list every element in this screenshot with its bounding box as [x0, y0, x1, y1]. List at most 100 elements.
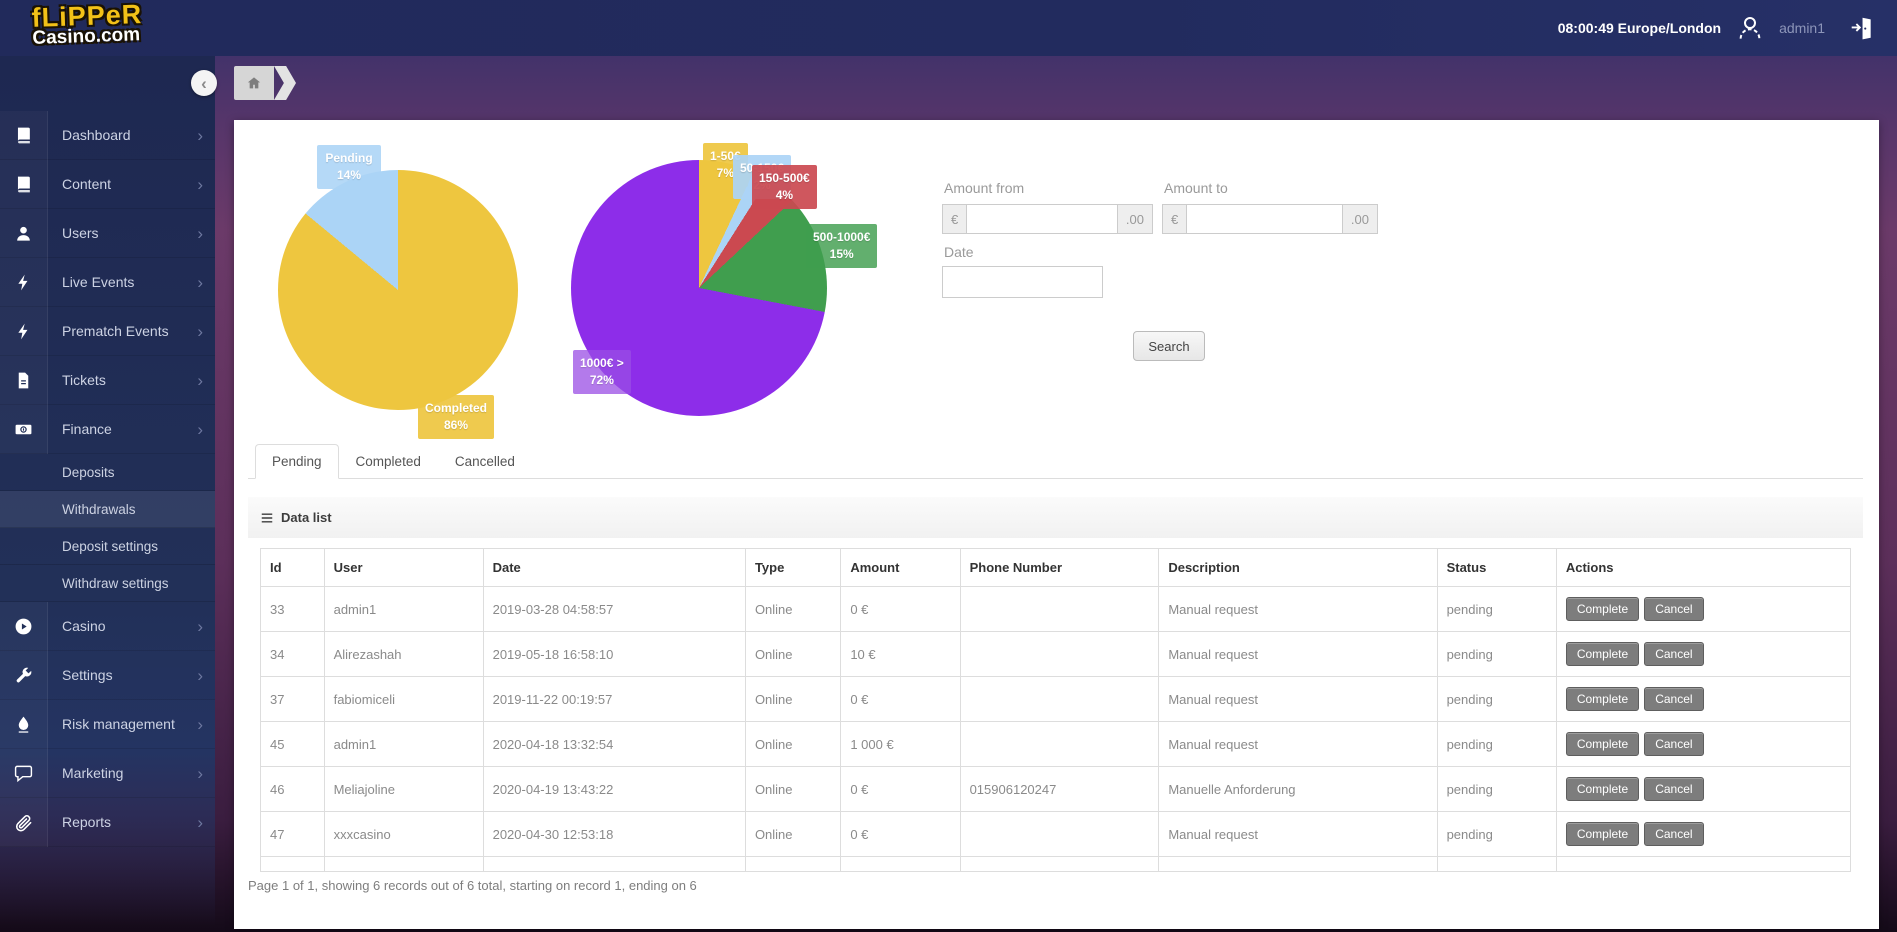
- table-cell: Online: [744, 631, 842, 677]
- breadcrumb[interactable]: [234, 66, 296, 100]
- sidebar-item-casino[interactable]: Casino ›: [0, 601, 215, 651]
- sidebar-item-marketing[interactable]: Marketing ›: [0, 748, 215, 798]
- chevron-right-icon: ›: [197, 174, 203, 194]
- sidebar-item-content[interactable]: Content ›: [0, 159, 215, 209]
- chevron-left-icon: ‹: [201, 73, 207, 93]
- complete-button[interactable]: Complete: [1565, 642, 1640, 666]
- table-cell: Online: [744, 766, 842, 812]
- sidebar-item-label: Dashboard: [62, 127, 131, 143]
- table-cell-empty: [260, 856, 325, 872]
- sidebar-subitem-withdraw-settings[interactable]: Withdraw settings: [0, 565, 215, 602]
- sidebar-item-label: Tickets: [62, 372, 106, 388]
- book-icon: [0, 159, 48, 209]
- status-tabs: Pending Completed Cancelled: [248, 442, 1863, 479]
- column-header-id: Id: [260, 548, 325, 587]
- table-cell: pending: [1436, 631, 1557, 677]
- cancel-button[interactable]: Cancel: [1644, 732, 1704, 756]
- sidebar-item-label: Content: [62, 176, 112, 192]
- amount-to-group: € .00: [1162, 204, 1378, 234]
- chevron-right-icon: ›: [197, 125, 203, 145]
- table-cell: 2019-05-18 16:58:10: [482, 631, 746, 677]
- table-cell-empty: [744, 856, 842, 872]
- table-cell-actions: Complete Cancel: [1555, 811, 1852, 857]
- sidebar-subitem-deposit-settings[interactable]: Deposit settings: [0, 528, 215, 565]
- cancel-button[interactable]: Cancel: [1644, 597, 1704, 621]
- complete-button[interactable]: Complete: [1565, 777, 1640, 801]
- table-cell: 015906120247: [959, 766, 1160, 812]
- complete-button[interactable]: Complete: [1565, 822, 1640, 846]
- pie2-label-500-1000: 500-1000€ 15%: [806, 224, 878, 268]
- table-cell-empty: [1555, 856, 1852, 872]
- amount-from-label: Amount from: [944, 180, 1025, 196]
- tab-completed[interactable]: Completed: [355, 454, 421, 469]
- sidebar-item-settings[interactable]: Settings ›: [0, 650, 215, 700]
- table-cell-actions: Complete Cancel: [1555, 586, 1852, 632]
- sidebar-item-prematch-events[interactable]: Prematch Events ›: [0, 306, 215, 356]
- complete-button[interactable]: Complete: [1565, 597, 1640, 621]
- casino-logo[interactable]: fLiPPeR Casino.com: [31, 0, 143, 49]
- cancel-button[interactable]: Cancel: [1644, 777, 1704, 801]
- paperclip-icon: [0, 797, 48, 847]
- table-cell: 2020-04-18 13:32:54: [482, 721, 746, 767]
- chevron-right-icon: ›: [197, 763, 203, 783]
- column-header-actions: Actions: [1555, 548, 1852, 587]
- table-cell-empty: [482, 856, 746, 872]
- decimal-suffix-addon: .00: [1117, 204, 1153, 234]
- table-cell: 10 €: [840, 631, 961, 677]
- sidebar-item-label: Casino: [62, 618, 106, 634]
- tab-pending[interactable]: Pending: [255, 444, 339, 479]
- complete-button[interactable]: Complete: [1565, 732, 1640, 756]
- bolt-icon: [0, 257, 48, 307]
- sidebar-item-finance[interactable]: Finance ›: [0, 404, 215, 454]
- table-cell: [959, 586, 1160, 632]
- sidebar-subitem-withdrawals[interactable]: Withdrawals: [0, 491, 215, 528]
- sidebar-collapse-button[interactable]: ‹: [191, 70, 217, 96]
- book-icon: [0, 110, 48, 160]
- sidebar-nav: Dashboard › Content › Users › Live Events › Prem…: [0, 56, 215, 926]
- sidebar-item-reports[interactable]: Reports ›: [0, 797, 215, 847]
- amount-from-input[interactable]: [966, 204, 1118, 234]
- table-cell-empty: [323, 856, 484, 872]
- deposits-status-pie-chart[interactable]: [278, 170, 518, 410]
- banknote-icon: [0, 404, 48, 454]
- search-button[interactable]: Search: [1133, 331, 1205, 361]
- pagination-summary: Page 1 of 1, showing 6 records out of 6 …: [248, 878, 697, 893]
- table-cell: 1 000 €: [840, 721, 961, 767]
- tab-cancelled[interactable]: Cancelled: [454, 454, 515, 469]
- logout-door-icon[interactable]: [1849, 15, 1875, 41]
- cancel-button[interactable]: Cancel: [1644, 687, 1704, 711]
- table-cell: admin1: [323, 586, 484, 632]
- data-list-header: Data list: [248, 497, 1863, 538]
- table-cell-empty: [1158, 856, 1438, 872]
- table-cell-empty: [959, 856, 1160, 872]
- sidebar-item-tickets[interactable]: Tickets ›: [0, 355, 215, 405]
- chevron-right-icon: ›: [197, 370, 203, 390]
- sidebar-subitem-deposits[interactable]: Deposits: [0, 454, 215, 491]
- sidebar-item-risk-management[interactable]: Risk management ›: [0, 699, 215, 749]
- amount-to-label: Amount to: [1164, 180, 1228, 196]
- table-cell: 2019-11-22 00:19:57: [482, 676, 746, 722]
- amount-to-input[interactable]: [1186, 204, 1343, 234]
- column-header-status: Status: [1436, 548, 1557, 587]
- table-cell: Manual request: [1158, 631, 1438, 677]
- sidebar-item-dashboard[interactable]: Dashboard ›: [0, 110, 215, 160]
- table-cell: Online: [744, 721, 842, 767]
- table-cell: Meliajoline: [323, 766, 484, 812]
- table-row: 37 fabiomiceli 2019-11-22 00:19:57 Online 0 …: [260, 676, 1852, 722]
- cancel-button[interactable]: Cancel: [1644, 642, 1704, 666]
- table-cell-actions: Complete Cancel: [1555, 676, 1852, 722]
- sidebar-subitem-label: Deposits: [62, 464, 115, 480]
- table-cell: [959, 721, 1160, 767]
- currency-prefix-addon: €: [942, 204, 967, 234]
- table-cell: [959, 631, 1160, 677]
- breadcrumb-home[interactable]: [234, 66, 274, 100]
- sidebar-item-users[interactable]: Users ›: [0, 208, 215, 258]
- cancel-button[interactable]: Cancel: [1644, 822, 1704, 846]
- header-right: 08:00:49 Europe/London admin1: [1558, 0, 1875, 56]
- table-cell: 34: [260, 631, 325, 677]
- date-input[interactable]: [942, 266, 1103, 298]
- chevron-right-icon: ›: [197, 419, 203, 439]
- complete-button[interactable]: Complete: [1565, 687, 1640, 711]
- sidebar-item-live-events[interactable]: Live Events ›: [0, 257, 215, 307]
- hamburger-icon: [261, 513, 273, 522]
